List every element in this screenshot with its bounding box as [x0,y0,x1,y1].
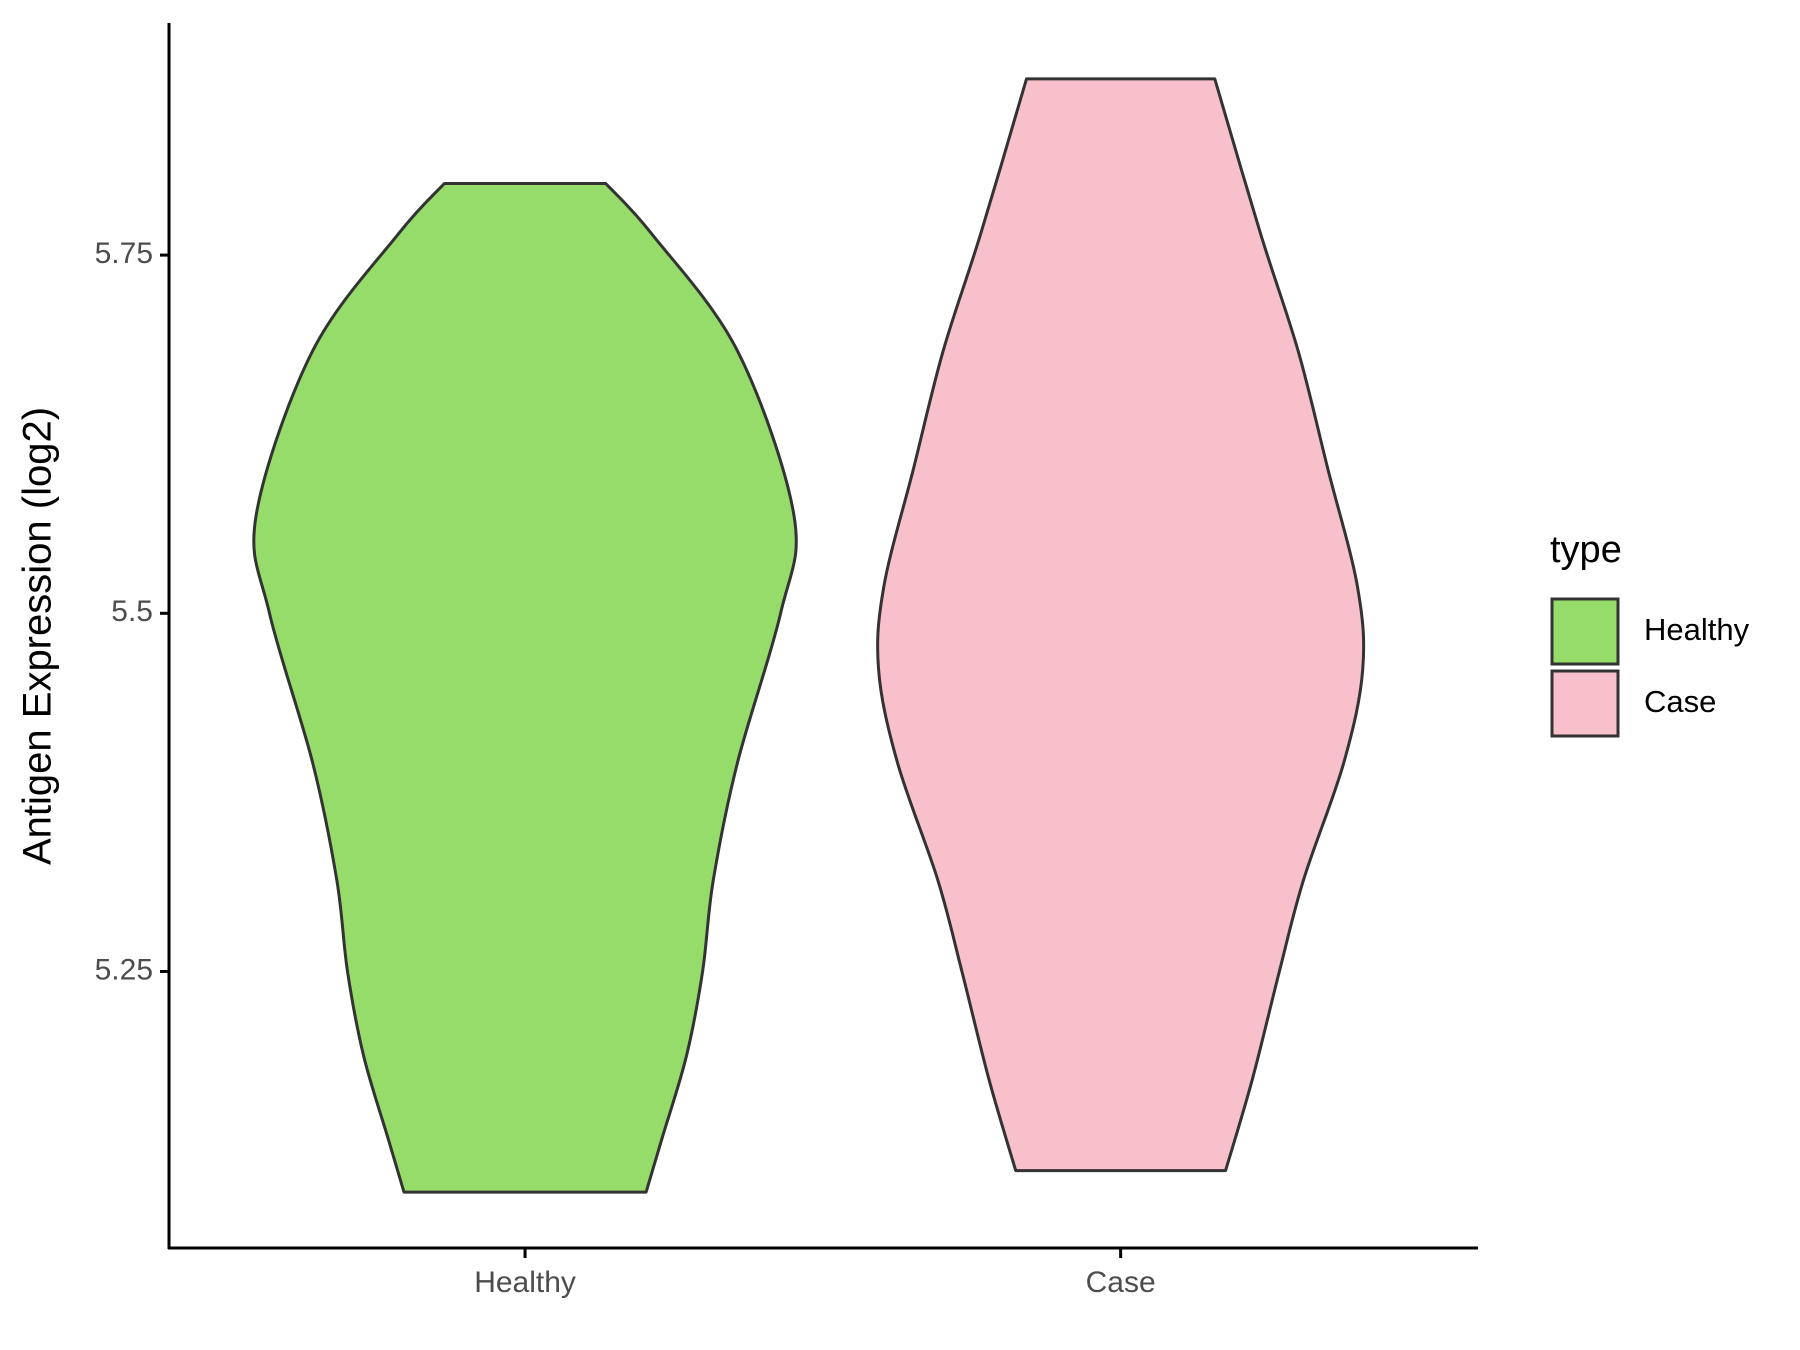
legend-title: type [1550,529,1622,571]
legend-label: Healthy [1644,612,1750,647]
y-axis-title: Antigen Expression (log2) [16,407,60,865]
y-tick-label: 5.25 [95,953,153,986]
legend-key [1550,597,1620,666]
violin [876,77,1366,1173]
x-tick-label: Healthy [474,1266,576,1299]
x-tick-label: Case [1086,1266,1156,1299]
y-tick-label: 5.75 [95,237,153,270]
y-tick-label: 5.5 [111,595,153,628]
violin [252,181,798,1194]
legend-key [1550,669,1620,738]
legend-label: Case [1644,684,1716,719]
